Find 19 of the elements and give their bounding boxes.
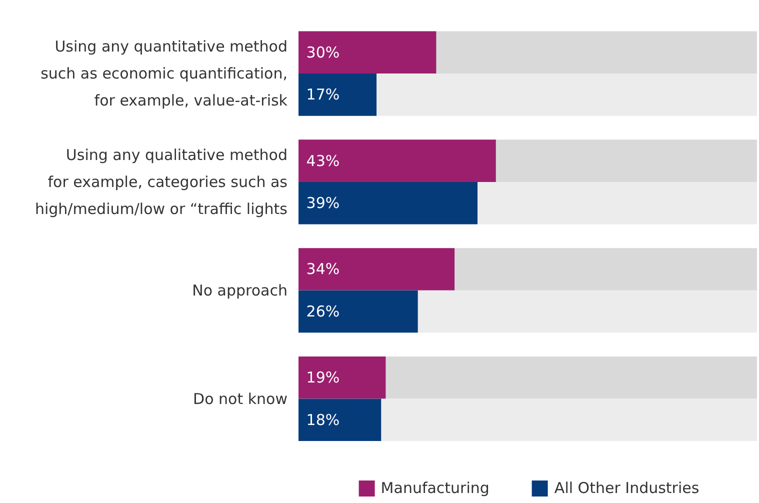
bar xyxy=(298,398,382,442)
data-label: 30% xyxy=(306,43,340,62)
bar xyxy=(298,356,386,399)
y-tick-label: Using any qualitative method for example, categories such as high/medium/low or “traffic lights xyxy=(34,146,288,218)
data-label: 18% xyxy=(306,410,340,429)
bar xyxy=(298,290,418,333)
bar xyxy=(298,74,377,116)
bar xyxy=(298,31,436,74)
legend-label: All Other Industries xyxy=(554,479,700,497)
y-tick-label: Using any quantitative method such as economic quantification, for example, value-at-risk xyxy=(40,38,288,110)
data-label: 17% xyxy=(306,86,340,104)
data-label: 34% xyxy=(306,260,340,278)
data-label: 43% xyxy=(306,152,340,170)
data-label: 19% xyxy=(306,368,340,387)
y-tick-label: No approach xyxy=(192,281,288,300)
y-tick-label: Do not know xyxy=(193,390,288,408)
data-label: 26% xyxy=(306,302,340,320)
legend-label: Manufacturing xyxy=(380,479,490,497)
data-label: 39% xyxy=(306,194,340,212)
